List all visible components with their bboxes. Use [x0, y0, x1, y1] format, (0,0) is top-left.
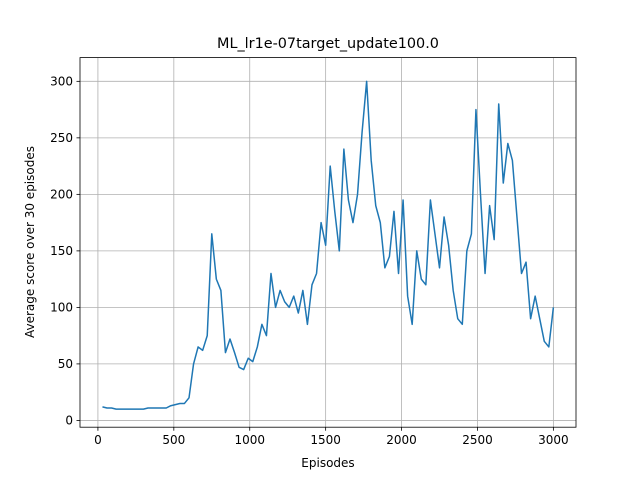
y-axis-label: Average score over 30 episodes — [23, 146, 37, 338]
y-tick-label: 200 — [50, 187, 73, 201]
y-tick-label: 300 — [50, 74, 73, 88]
x-tick-label: 0 — [94, 433, 102, 447]
y-tick-label: 50 — [58, 357, 73, 371]
plot-frame — [79, 57, 577, 428]
data-line — [102, 80, 555, 410]
x-tick-label: 2000 — [386, 433, 417, 447]
chart-title: ML_lr1e-07target_update100.0 — [217, 36, 439, 52]
x-tick-label: 2500 — [462, 433, 493, 447]
y-tick-label: 100 — [50, 300, 73, 314]
y-tick-label: 0 — [65, 413, 73, 427]
x-tick-label: 3000 — [538, 433, 569, 447]
x-axis-label: Episodes — [301, 456, 354, 470]
y-tick-label: 250 — [50, 131, 73, 145]
x-tick-label: 1000 — [234, 433, 265, 447]
y-tick-label: 150 — [50, 244, 73, 258]
x-tick-label: 500 — [162, 433, 185, 447]
x-tick-label: 1500 — [310, 433, 341, 447]
